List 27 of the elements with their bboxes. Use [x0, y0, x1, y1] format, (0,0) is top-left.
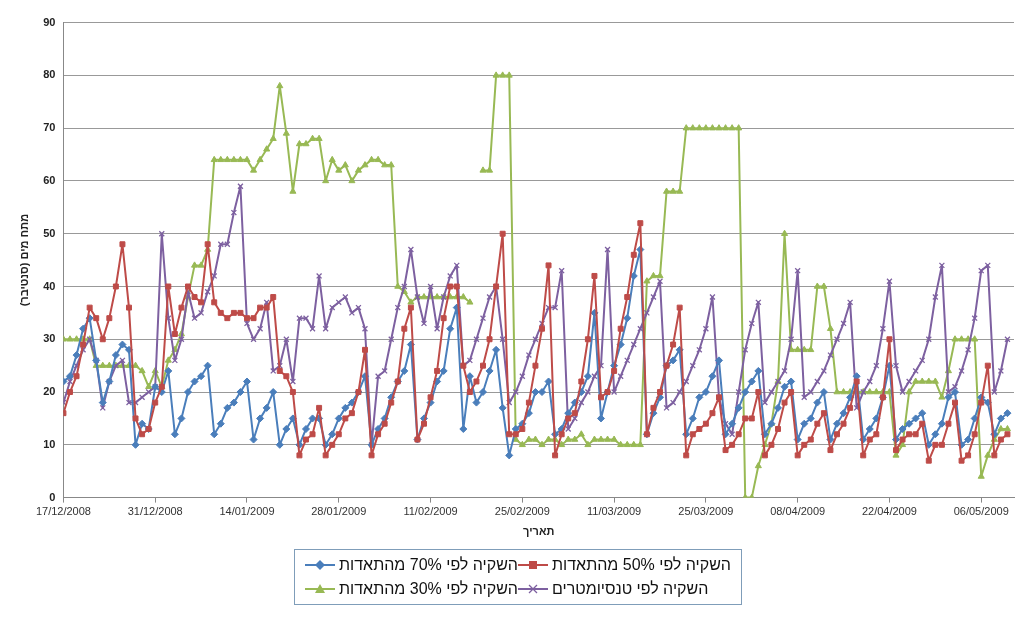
x-tick-label: 25/03/2009: [678, 505, 734, 518]
legend-label: השקיה לפי 30% מהתאדות: [339, 580, 518, 598]
y-tick-label: 90: [43, 15, 56, 28]
x-tick-label: 25/02/2009: [494, 505, 550, 518]
x-tick-label: 11/02/2009: [403, 505, 458, 518]
x-axis-title: תאריך: [523, 525, 555, 538]
legend-label: השקיה לפי טנסיומטרים: [552, 580, 709, 598]
x-tick-label: 08/04/2009: [770, 505, 826, 518]
y-tick-label: 60: [43, 173, 56, 186]
x-tick-label: 06/05/2009: [953, 505, 1009, 518]
x-tick-label: 17/12/2008: [35, 505, 91, 518]
y-tick-label: 10: [43, 437, 56, 450]
x-tick-label: 31/12/2008: [127, 505, 183, 518]
x-tick-label: 22/04/2009: [861, 505, 917, 518]
y-tick-label: 80: [43, 68, 56, 81]
x-tick-label: 14/01/2009: [219, 505, 275, 518]
x-tick-label: 11/03/2009: [586, 505, 642, 518]
y-tick-label: 70: [43, 121, 56, 134]
y-axis-title: מתח מים (סנטיבר): [17, 213, 30, 307]
y-tick-label: 50: [43, 226, 56, 239]
y-tick-label: 20: [43, 385, 56, 398]
legend-label: השקיה לפי 50% מהתאדות: [552, 556, 731, 574]
y-tick-label: 40: [43, 279, 56, 292]
x-tick-label: 28/01/2009: [311, 505, 367, 518]
y-tick-label: 30: [43, 332, 56, 345]
legend-label: השקיה לפי 70% מהתאדות: [339, 556, 518, 574]
y-tick-label: 0: [49, 490, 56, 503]
